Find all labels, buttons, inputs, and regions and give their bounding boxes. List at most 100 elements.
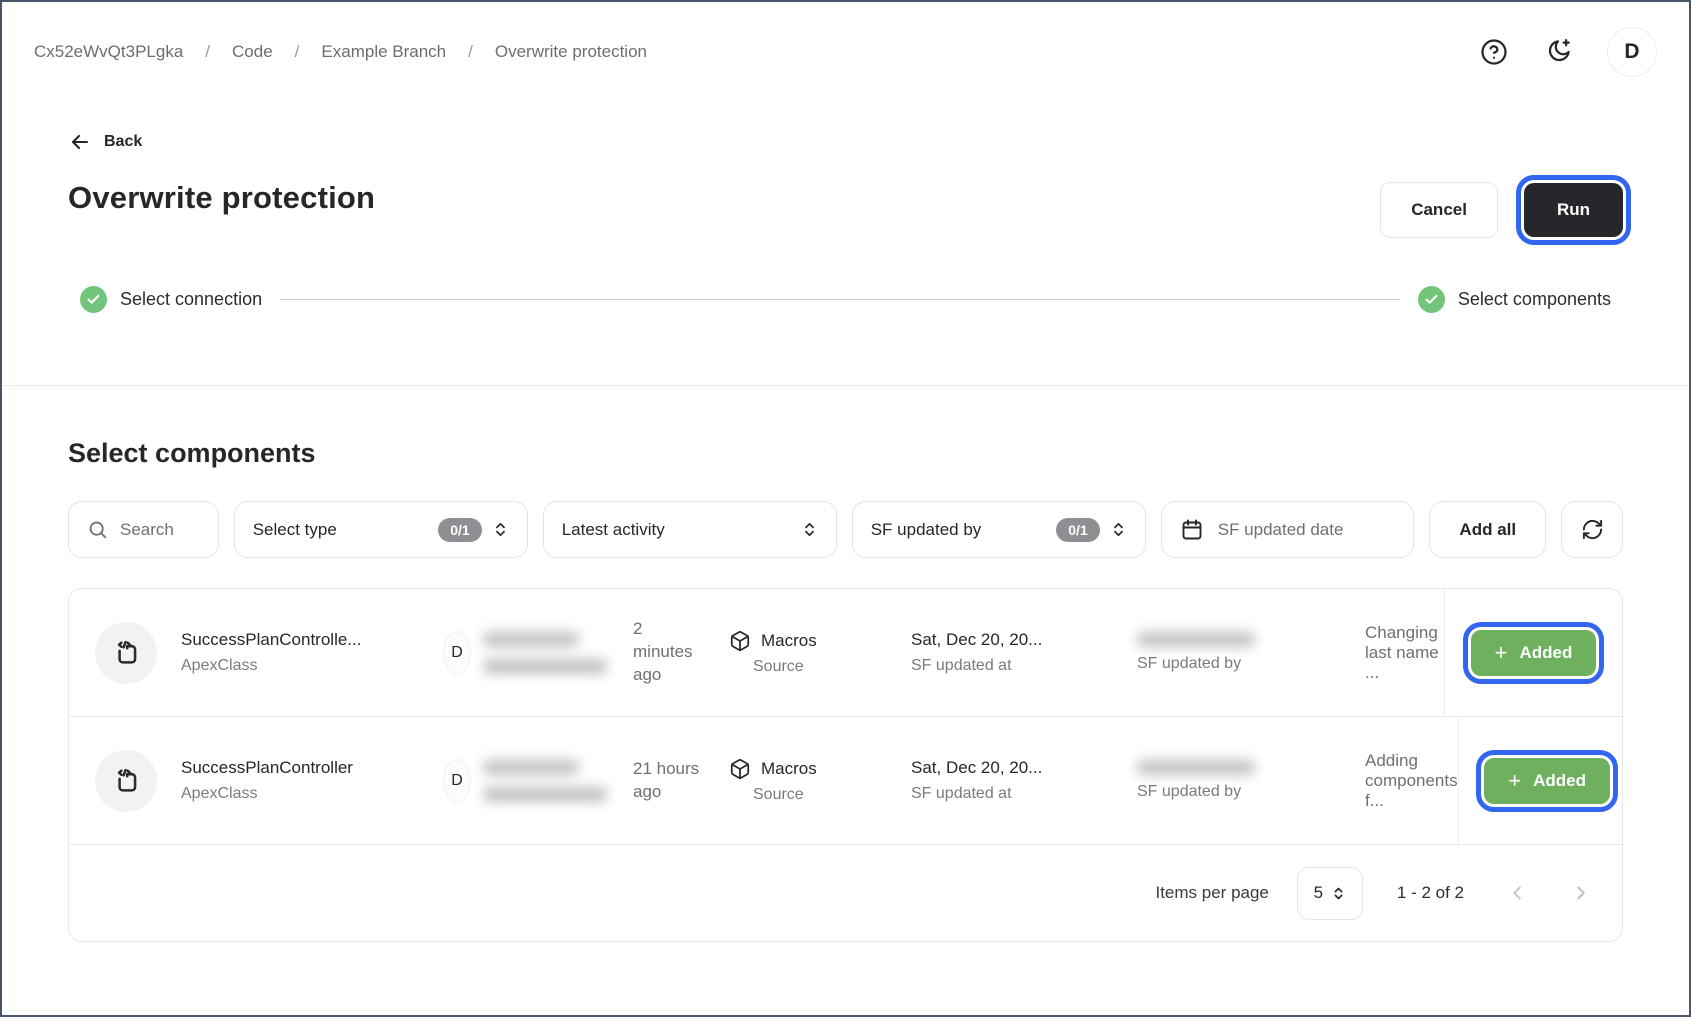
select-type-label: Select type	[252, 519, 337, 539]
commit-comment: Changing last name ...	[1365, 622, 1439, 682]
step-label: Select components	[1457, 289, 1611, 309]
step-complete-check-icon	[1417, 286, 1445, 313]
latest-activity-label: Latest activity	[561, 519, 665, 539]
branch-sublabel: Source	[753, 785, 804, 803]
add-all-label: Add all	[1459, 519, 1517, 539]
top-bar: Cx52eWvQt3PLgka / Code / Example Branch …	[2, 2, 1689, 102]
previous-page-button[interactable]	[1506, 882, 1528, 904]
modified-by-avatar: D	[443, 630, 471, 675]
sf-updated-by-dropdown[interactable]: SF updated by 0/1	[851, 501, 1146, 558]
latest-activity-dropdown[interactable]: Latest activity	[542, 501, 837, 558]
modified-time: 21 hours ago	[633, 758, 700, 801]
blurred-name	[483, 759, 579, 775]
search-input[interactable]: Search	[68, 501, 219, 558]
commit-comment: Adding components f...	[1365, 750, 1458, 810]
filter-bar: Search Select type 0/1 Latest activity S…	[68, 501, 1624, 558]
items-per-page-label: Items per page	[1155, 883, 1269, 902]
added-label: Added	[1519, 642, 1573, 662]
chevrons-up-down-icon	[1110, 521, 1127, 538]
refresh-icon	[1581, 518, 1604, 541]
sf-updated-by-label: SF updated by	[1137, 783, 1242, 800]
step-complete-check-icon	[80, 286, 107, 313]
blurred-name	[1137, 632, 1255, 647]
chevron-right-icon	[1570, 882, 1592, 904]
search-icon	[87, 519, 108, 540]
sf-updated-at-label: SF updated at	[911, 657, 1012, 674]
back-label: Back	[104, 133, 143, 150]
breadcrumb-current-page: Overwrite protection	[494, 42, 647, 61]
run-button[interactable]: Run	[1515, 175, 1632, 245]
section-divider	[2, 385, 1689, 386]
items-per-page-value: 5	[1313, 883, 1324, 902]
sf-updated-at-value: Sat, Dec 20, 20...	[911, 630, 1043, 649]
sf-updated-at-label: SF updated at	[911, 785, 1012, 802]
arrow-left-icon	[68, 130, 92, 154]
breadcrumb-separator: /	[294, 42, 300, 61]
dark-mode-toggle[interactable]	[1543, 37, 1573, 67]
user-avatar[interactable]: D	[1607, 27, 1657, 77]
sf-updated-date-label: SF updated date	[1217, 519, 1344, 539]
plus-icon: +	[1494, 639, 1508, 665]
package-icon	[729, 630, 751, 652]
page-title: Overwrite protection	[68, 180, 376, 215]
items-per-page-select[interactable]: 5	[1296, 866, 1363, 920]
added-button[interactable]: + Added	[1476, 749, 1618, 812]
sf-updated-by-label: SF updated by	[1137, 655, 1242, 672]
step-select-connection[interactable]: Select connection	[80, 286, 262, 313]
wizard-stepper: Select connection Select components	[2, 286, 1689, 313]
step-label: Select connection	[120, 289, 263, 309]
section-title: Select components	[68, 438, 316, 468]
added-button[interactable]: + Added	[1462, 621, 1605, 684]
next-page-button[interactable]	[1570, 882, 1592, 904]
chevrons-up-down-icon	[1331, 886, 1346, 901]
chevron-left-icon	[1506, 882, 1528, 904]
branch-sublabel: Source	[753, 657, 804, 675]
component-type: ApexClass	[181, 785, 258, 802]
select-type-dropdown[interactable]: Select type 0/1	[233, 501, 528, 558]
step-select-components[interactable]: Select components	[1417, 286, 1611, 313]
package-icon	[729, 758, 751, 780]
modified-time: 2 minutes ago	[633, 619, 693, 684]
breadcrumb-branch[interactable]: Example Branch	[321, 42, 447, 61]
component-type: ApexClass	[181, 657, 258, 674]
breadcrumb-separator: /	[468, 42, 473, 61]
breadcrumb-org[interactable]: Cx52eWvQt3PLgka	[34, 42, 184, 61]
plus-icon: +	[1508, 767, 1522, 793]
blurred-name	[483, 631, 579, 647]
sf-updated-by-count-badge: 0/1	[1056, 517, 1100, 542]
apex-class-icon	[95, 621, 157, 684]
help-button[interactable]	[1479, 37, 1509, 67]
breadcrumb-separator: /	[205, 42, 211, 61]
breadcrumb: Cx52eWvQt3PLgka / Code / Example Branch …	[34, 42, 647, 62]
branch-name: Macros	[761, 758, 817, 778]
apex-class-icon	[95, 749, 157, 812]
help-icon	[1479, 37, 1509, 67]
blurred-name	[483, 786, 607, 802]
components-table: SuccessPlanControlle... ApexClass D 2 mi…	[68, 588, 1623, 942]
pagination-range: 1 - 2 of 2	[1396, 883, 1464, 902]
add-all-button[interactable]: Add all	[1429, 501, 1547, 558]
select-type-count-badge: 0/1	[438, 517, 482, 542]
calendar-icon	[1180, 518, 1204, 542]
sf-updated-by-label: SF updated by	[870, 519, 982, 539]
moon-plus-icon	[1543, 37, 1573, 67]
modified-by-avatar: D	[443, 758, 471, 803]
blurred-name	[1137, 760, 1255, 775]
breadcrumb-code[interactable]: Code	[232, 42, 273, 61]
added-label: Added	[1533, 770, 1586, 790]
branch-name: Macros	[761, 630, 817, 650]
refresh-button[interactable]	[1561, 501, 1624, 558]
blurred-name	[483, 658, 607, 674]
sf-updated-at-value: Sat, Dec 20, 20...	[911, 758, 1043, 777]
sf-updated-date-picker[interactable]: SF updated date	[1160, 501, 1415, 558]
component-name: SuccessPlanController	[181, 758, 353, 777]
table-row: SuccessPlanControlle... ApexClass D 2 mi…	[69, 589, 1622, 717]
chevrons-up-down-icon	[801, 521, 818, 538]
search-placeholder: Search	[120, 519, 174, 539]
component-name: SuccessPlanControlle...	[181, 630, 362, 649]
cancel-button[interactable]: Cancel	[1380, 182, 1498, 238]
back-button[interactable]: Back	[68, 130, 1689, 154]
chevrons-up-down-icon	[492, 521, 509, 538]
pagination-bar: Items per page 5 1 - 2 of 2	[69, 845, 1622, 941]
table-row: SuccessPlanController ApexClass D 21 hou…	[69, 717, 1622, 845]
